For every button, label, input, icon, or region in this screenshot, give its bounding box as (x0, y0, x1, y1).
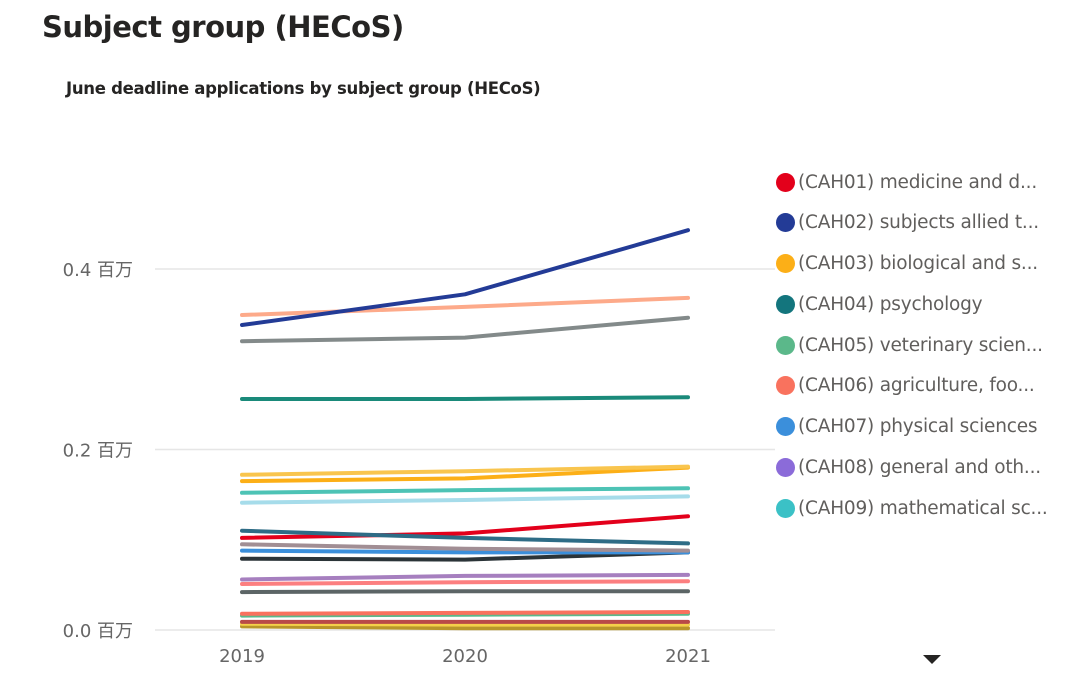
series-line[interactable] (240, 486, 690, 495)
y-tick-label: 0.4 百万 (63, 260, 133, 281)
series-line[interactable] (240, 295, 690, 317)
series-line[interactable] (240, 548, 690, 555)
series-line[interactable] (240, 621, 690, 627)
series-line[interactable] (240, 579, 690, 586)
series-line[interactable] (240, 550, 690, 562)
x-axis-ticks: 2019 2020 2021 (219, 646, 711, 667)
legend-item[interactable]: (CAH07) physical sciences (776, 415, 1076, 439)
series-line[interactable] (240, 395, 690, 401)
series-line[interactable] (240, 514, 690, 540)
legend-item[interactable]: (CAH06) agriculture, foo... (776, 374, 1076, 398)
legend: (CAH01) medicine and d... (CAH02) subject… (776, 170, 1076, 537)
legend-swatch-icon (776, 213, 795, 233)
legend-swatch-icon (776, 498, 795, 518)
legend-item[interactable]: (CAH05) veterinary scien... (776, 333, 1076, 357)
legend-label: (CAH05) veterinary scien... (798, 334, 1043, 356)
series-line[interactable] (240, 528, 690, 546)
legend-scroll-down-caret-icon[interactable] (923, 655, 941, 664)
legend-label: (CAH07) physical sciences (798, 416, 1038, 438)
series-line[interactable] (240, 494, 690, 505)
chart-title: June deadline applications by subject gr… (66, 79, 541, 98)
series-lines (240, 228, 690, 631)
legend-item[interactable]: (CAH01) medicine and d... (776, 170, 1076, 194)
x-tick-label: 2020 (442, 646, 488, 667)
legend-label: (CAH04) psychology (798, 293, 983, 315)
y-tick-label: 0.2 百万 (63, 441, 133, 462)
legend-swatch-icon (776, 294, 795, 314)
series-line[interactable] (240, 315, 690, 344)
series-line[interactable] (240, 624, 690, 631)
series-line[interactable] (240, 572, 690, 582)
series-line[interactable] (240, 465, 690, 484)
series-line[interactable] (240, 610, 690, 616)
series-line[interactable] (240, 464, 690, 477)
series-line[interactable] (240, 589, 690, 595)
legend-swatch-icon (776, 254, 795, 274)
page-title: Subject group (HECoS) (42, 10, 404, 44)
legend-swatch-icon (776, 458, 795, 478)
legend-label: (CAH01) medicine and d... (798, 171, 1037, 193)
series-line[interactable] (240, 542, 690, 553)
legend-item[interactable]: (CAH09) mathematical sc... (776, 496, 1076, 520)
y-axis-ticks: 0.0 百万 0.2 百万 0.4 百万 (63, 260, 133, 642)
legend-item[interactable]: (CAH04) psychology (776, 292, 1076, 316)
legend-swatch-icon (776, 376, 795, 396)
legend-label: (CAH03) biological and s... (798, 253, 1038, 275)
legend-item[interactable]: (CAH03) biological and s... (776, 252, 1076, 276)
legend-swatch-icon (776, 335, 795, 355)
legend-item[interactable]: (CAH02) subjects allied t... (776, 211, 1076, 235)
legend-label: (CAH02) subjects allied t... (798, 212, 1039, 234)
series-line[interactable] (240, 228, 690, 327)
y-tick-label: 0.0 百万 (63, 621, 133, 642)
x-tick-label: 2019 (219, 646, 265, 667)
legend-label: (CAH08) general and oth... (798, 457, 1041, 479)
legend-swatch-icon (776, 172, 795, 192)
x-tick-label: 2021 (665, 646, 711, 667)
legend-label: (CAH06) agriculture, foo... (798, 375, 1035, 397)
legend-label: (CAH09) mathematical sc... (798, 497, 1048, 519)
legend-item[interactable]: (CAH08) general and oth... (776, 456, 1076, 480)
legend-swatch-icon (776, 417, 795, 437)
